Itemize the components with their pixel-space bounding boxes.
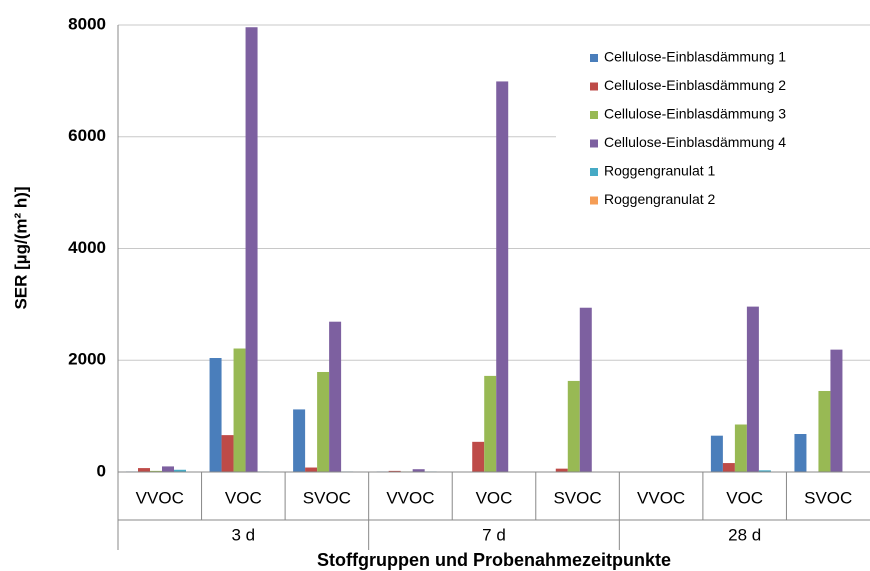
y-tick-label: 2000 [68, 350, 106, 369]
y-axis-title: SER [µg/(m² h)] [11, 186, 30, 309]
bar [472, 441, 485, 472]
x-tick-label: VVOC [136, 488, 184, 507]
group-label: 3 d [232, 525, 256, 544]
legend-label: Cellulose-Einblasdämmung 4 [604, 134, 786, 150]
x-tick-label: VVOC [386, 488, 434, 507]
bar [174, 469, 186, 472]
bar [412, 469, 425, 472]
y-tick-label: 4000 [68, 238, 106, 257]
bar [484, 375, 497, 472]
x-tick-label: SVOC [303, 488, 351, 507]
bar [138, 468, 150, 472]
legend-swatch [590, 54, 598, 62]
bar [317, 371, 330, 472]
bar [233, 348, 246, 472]
bar [293, 409, 306, 472]
x-tick-label: VOC [726, 488, 763, 507]
group-label: 7 d [482, 525, 506, 544]
bar [746, 306, 759, 472]
group-label: 28 d [728, 525, 761, 544]
x-axis-title: Stoffgruppen und Probenahmezeitpunkte [317, 550, 671, 570]
legend-swatch [590, 82, 598, 91]
x-tick-label: SVOC [553, 488, 601, 507]
bar [209, 358, 222, 472]
x-tick-label: VOC [476, 488, 513, 507]
bar [496, 81, 509, 472]
bar [555, 468, 568, 472]
legend-swatch [590, 168, 598, 176]
legend-label: Cellulose-Einblasdämmung 1 [604, 49, 786, 65]
legend-swatch [590, 139, 598, 148]
bar [388, 470, 401, 472]
bar [722, 463, 735, 472]
bar [150, 470, 162, 472]
bar [305, 467, 318, 472]
bar [794, 434, 807, 472]
bar [567, 380, 580, 472]
legend-label: Cellulose-Einblasdämmung 2 [604, 77, 786, 93]
legend-label: Roggengranulat 2 [604, 191, 716, 207]
bar [221, 435, 234, 472]
bar [245, 27, 258, 473]
bar [830, 349, 843, 472]
y-tick-label: 6000 [68, 126, 106, 145]
legend-box [556, 40, 870, 218]
x-tick-label: VOC [225, 488, 262, 507]
bar [329, 321, 342, 472]
x-tick-label: VVOC [637, 488, 685, 507]
x-tick-label: SVOC [804, 488, 852, 507]
y-tick-label: 0 [97, 461, 106, 480]
legend-label: Cellulose-Einblasdämmung 3 [604, 106, 786, 122]
legend-label: Roggengranulat 1 [604, 163, 716, 179]
legend-swatch [590, 111, 598, 119]
legend-swatch [590, 196, 598, 205]
bar [758, 470, 771, 472]
bar [734, 424, 747, 472]
y-tick-label: 8000 [68, 14, 106, 33]
bar [710, 435, 723, 472]
bar [579, 307, 592, 472]
bar [818, 390, 831, 472]
bar [162, 466, 174, 472]
